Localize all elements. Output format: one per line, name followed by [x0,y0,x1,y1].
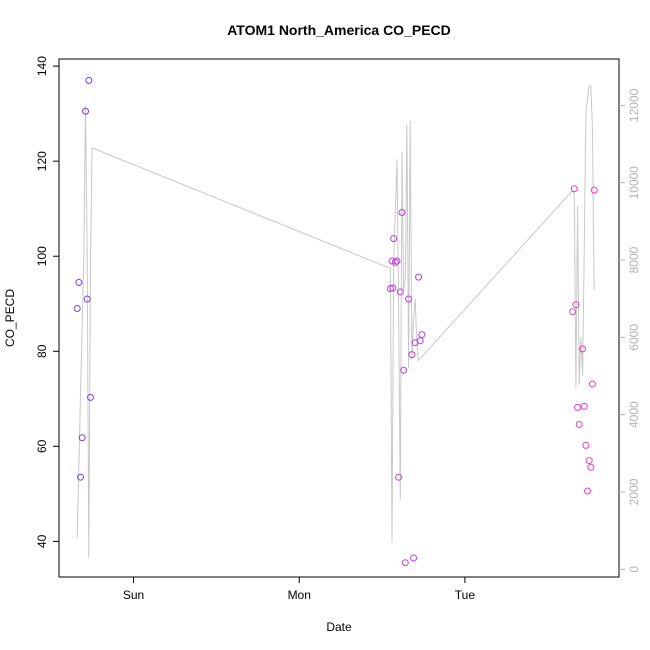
data-point [386,285,394,293]
data-point [418,331,426,339]
y2-tick-label: 12000 [627,88,641,122]
y2-tick-label: 4000 [627,401,641,428]
chart-title: ATOM1 North_America CO_PECD [227,22,451,38]
data-point [391,258,399,266]
data-point [73,304,81,312]
data-point [78,434,86,442]
data-point [408,351,416,359]
data-point [389,284,397,292]
y-tick-label: 140 [35,56,49,76]
data-point [585,457,593,465]
data-point [410,554,418,562]
data-point [396,288,404,296]
y-tick-label: 60 [35,439,49,453]
y2-tick-label: 0 [627,566,641,573]
data-point [588,380,596,388]
data-point [390,235,398,243]
secondary-series-line [76,85,595,558]
y-axis-label: CO_PECD [3,289,17,347]
x-tick-label: Sun [123,588,144,602]
data-point [398,208,406,216]
data-point [584,487,592,495]
data-point [580,402,588,410]
x-axis-label: Date [326,620,352,634]
data-point [75,278,83,286]
data-point [405,295,413,303]
data-point [590,186,598,194]
x-tick-label: Mon [288,588,311,602]
data-point [393,257,401,265]
data-point [86,393,94,401]
y2-tick-label: 2000 [627,478,641,505]
plot-frame [58,58,620,578]
y2-tick-label: 8000 [627,246,641,273]
y-tick-label: 80 [35,344,49,358]
data-point [85,76,93,84]
data-point [388,257,396,265]
data-point [572,301,580,309]
data-point [579,345,587,353]
data-point [82,107,90,115]
data-point [574,403,582,411]
data-point [415,273,423,281]
y-tick-label: 100 [35,246,49,266]
y2-tick-label: 10000 [627,166,641,200]
data-point [395,473,403,481]
data-point [575,420,583,428]
data-point [587,463,595,471]
y2-tick-label: 6000 [627,324,641,351]
y-tick-label: 40 [35,534,49,548]
data-point [582,441,590,449]
data-point [83,295,91,303]
plot-area: 40 60 80 100 120 140 0 2000 4000 6000 8000 10000 120… [35,56,641,602]
data-point [569,308,577,316]
y-tick-label: 120 [35,151,49,171]
data-point [401,559,409,567]
data-point [416,337,424,345]
x-tick-label: Tue [455,588,476,602]
data-point [77,473,85,481]
data-point [400,366,408,374]
data-point [570,185,578,193]
